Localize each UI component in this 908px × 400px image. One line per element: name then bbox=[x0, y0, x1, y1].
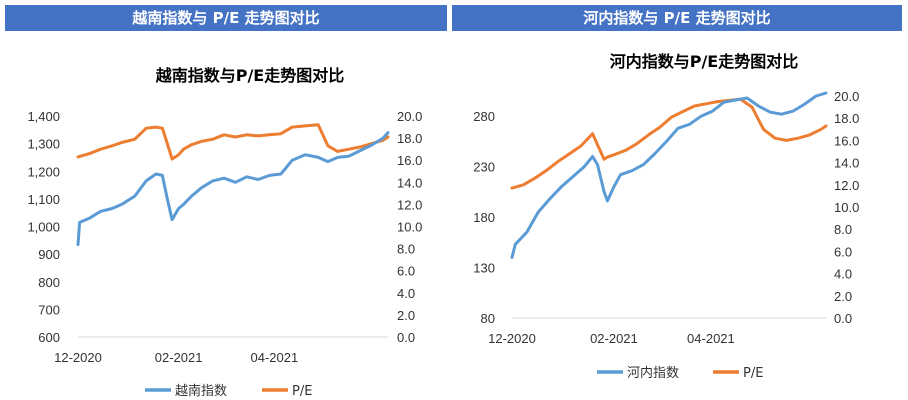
chart2-x-tick: 04-2021 bbox=[687, 331, 735, 346]
chart2-index-series-line bbox=[510, 91, 828, 259]
chart2-pe-series-line bbox=[510, 97, 828, 190]
chart2-y-right-tick: 0.0 bbox=[834, 311, 852, 326]
chart1-index-series-line bbox=[76, 131, 390, 246]
chart1-y-left-tick: 1,000 bbox=[27, 220, 60, 235]
chart2-y-right-tick: 2.0 bbox=[834, 289, 852, 304]
left-panel-header: 越南指数与 P/E 走势图对比 bbox=[5, 5, 447, 31]
chart1-y-left-tick: 1,100 bbox=[27, 192, 60, 207]
chart1-y-right-tick: 14.0 bbox=[397, 175, 422, 190]
chart2-y-right-tick: 20.0 bbox=[834, 89, 859, 104]
chart2-y-left-tick: 280 bbox=[473, 109, 495, 124]
chart1-y-left-tick: 1,300 bbox=[27, 137, 60, 152]
chart2-x-tick: 02-2021 bbox=[590, 331, 638, 346]
chart1-legend-pe-label: P/E bbox=[292, 384, 312, 399]
chart1-y-right-tick: 18.0 bbox=[397, 131, 422, 146]
chart1-y-left-tick: 800 bbox=[38, 275, 60, 290]
chart2-y-left-tick: 80 bbox=[481, 311, 495, 326]
chart2-y-right-tick: 10.0 bbox=[834, 200, 859, 215]
chart1-y-left-tick: 700 bbox=[38, 302, 60, 317]
chart1-title: 越南指数与P/E走势图对比 bbox=[155, 66, 345, 85]
chart2-title: 河内指数与P/E走势图对比 bbox=[610, 52, 799, 71]
chart2-y-left-tick: 130 bbox=[473, 261, 495, 276]
chart1-pe-series-line bbox=[76, 123, 390, 161]
chart1-y-left-tick: 1,400 bbox=[27, 109, 60, 124]
chart2-y-right-tick: 8.0 bbox=[834, 222, 852, 237]
chart1-y-left-tick: 900 bbox=[38, 247, 60, 262]
chart1-x-tick: 04-2021 bbox=[251, 350, 299, 365]
chart2-y-right-tick: 18.0 bbox=[834, 111, 859, 126]
chart1-y-right-tick: 6.0 bbox=[397, 264, 415, 279]
chart1-x-tick: 12-2020 bbox=[54, 350, 102, 365]
chart2-y-left-tick: 180 bbox=[473, 210, 495, 225]
chart2-y-right-tick: 14.0 bbox=[834, 156, 859, 171]
chart1-y-right-tick: 12.0 bbox=[397, 197, 422, 212]
chart2-y-right-tick: 4.0 bbox=[834, 267, 852, 282]
chart2-y-right-tick: 12.0 bbox=[834, 178, 859, 193]
chart2-legend-index-label: 河内指数 bbox=[627, 365, 679, 381]
chart2-y-right-tick: 6.0 bbox=[834, 244, 852, 259]
chart1-y-right-tick: 0.0 bbox=[397, 330, 415, 345]
chart2-legend-pe-label: P/E bbox=[743, 366, 763, 381]
chart1-y-right-tick: 10.0 bbox=[397, 220, 422, 235]
chart2-x-tick: 12-2020 bbox=[488, 331, 536, 346]
chart1-y-right-tick: 2.0 bbox=[397, 308, 415, 323]
chart1-y-left-tick: 1,200 bbox=[27, 164, 60, 179]
chart1-y-left-tick: 600 bbox=[38, 330, 60, 345]
chart2-y-right-tick: 16.0 bbox=[834, 133, 859, 148]
chart1-y-right-tick: 8.0 bbox=[397, 242, 415, 257]
chart1-legend-index-label: 越南指数 bbox=[175, 383, 227, 399]
chart1-y-right-tick: 16.0 bbox=[397, 153, 422, 168]
right-panel-header: 河内指数与 P/E 走势图对比 bbox=[452, 5, 902, 31]
chart1-y-right-tick: 4.0 bbox=[397, 286, 415, 301]
chart2-y-left-tick: 230 bbox=[473, 160, 495, 175]
chart1-y-right-tick: 20.0 bbox=[397, 109, 422, 124]
chart1-x-tick: 02-2021 bbox=[155, 350, 203, 365]
